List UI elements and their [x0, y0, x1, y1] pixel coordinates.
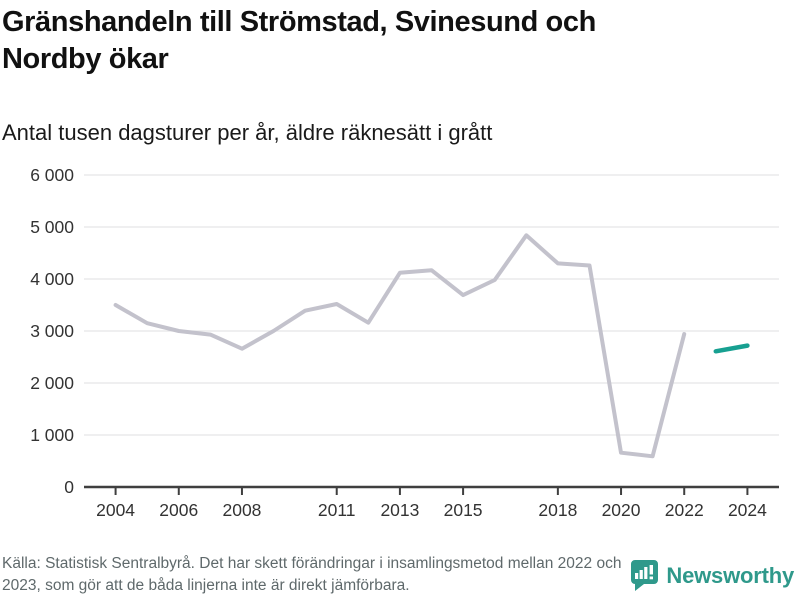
x-tick-label: 2006	[159, 500, 198, 516]
y-tick-label: 6 000	[30, 165, 74, 185]
y-tick-label: 4 000	[30, 269, 74, 289]
page-title: Gränshandeln till Strömstad, Svinesund o…	[2, 6, 596, 76]
series-line-new-method	[713, 343, 750, 354]
x-tick-label: 2020	[602, 500, 641, 516]
x-tick-label: 2022	[665, 500, 704, 516]
y-tick-label: 0	[64, 477, 74, 497]
series-line-old-method	[113, 233, 687, 459]
x-tick-label: 2015	[444, 500, 483, 516]
logo-brand-text: Newsworthy	[666, 562, 794, 588]
x-tick-label: 2013	[380, 500, 419, 516]
y-tick-label: 3 000	[30, 321, 74, 341]
bar-chart-speech-bubble-icon	[629, 559, 659, 592]
x-tick-label: 2004	[96, 500, 135, 516]
y-tick-label: 5 000	[30, 217, 74, 237]
line-chart-canvas: 0 1 000 2 000 3 000 4 000 5 000 6 000 2004 2006 2…	[30, 165, 779, 516]
y-tick-label: 2 000	[30, 373, 74, 393]
chart-subtitle: Antal tusen dagsturer per år, äldre räkn…	[2, 120, 493, 145]
source-note: Källa: Statistisk Sentralbyrå. Det har s…	[2, 555, 622, 594]
x-tick-label: 2011	[318, 500, 356, 516]
x-tick-label: 2018	[538, 500, 577, 516]
x-tick-label: 2024	[728, 500, 767, 516]
x-tick-label: 2008	[222, 500, 261, 516]
newsworthy-logo[interactable]: Newsworthy	[629, 559, 794, 592]
y-tick-label: 1 000	[30, 425, 74, 445]
